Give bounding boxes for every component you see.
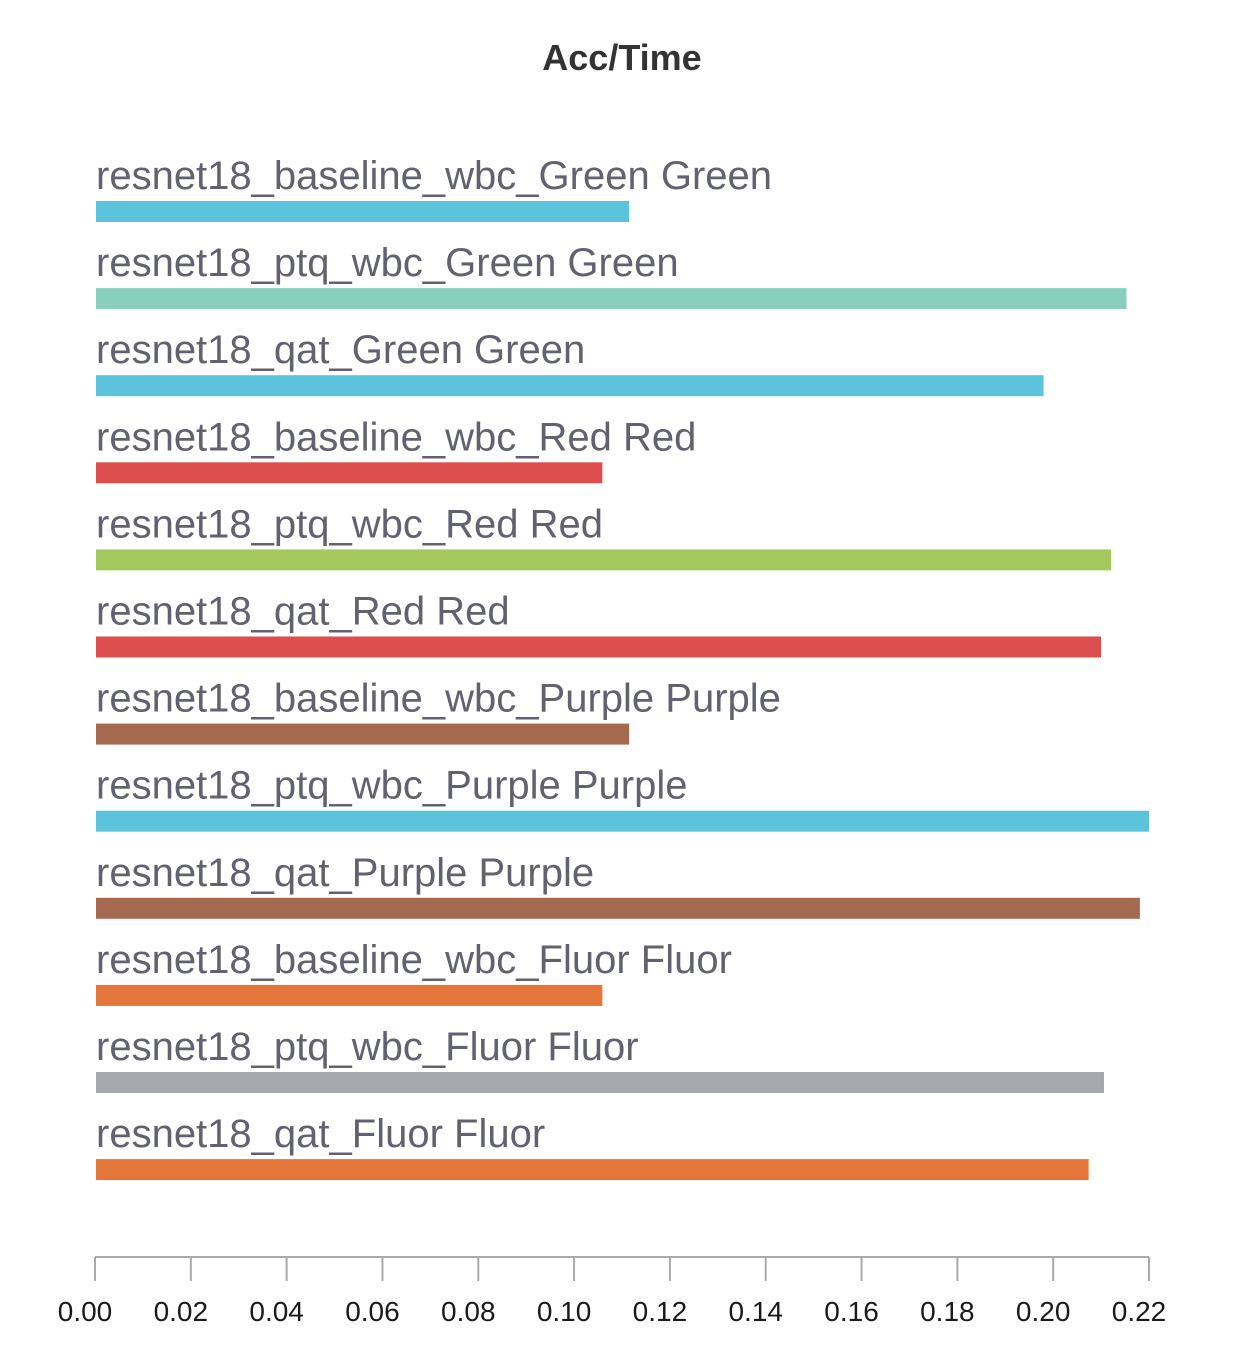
bar[interactable] (96, 984, 603, 1006)
bar[interactable] (96, 810, 1149, 832)
x-tick-label: 0.00 (58, 1296, 113, 1327)
x-tick-label: 0.08 (441, 1296, 496, 1327)
bar-label: resnet18_ptq_wbc_Fluor Fluor (96, 1025, 639, 1069)
chart-title: Acc/Time (542, 37, 701, 78)
x-tick-label: 0.16 (824, 1296, 879, 1327)
bar-label: resnet18_qat_Fluor Fluor (96, 1112, 545, 1156)
bar[interactable] (96, 1159, 1089, 1181)
x-tick-label: 0.22 (1112, 1296, 1167, 1327)
bar[interactable] (96, 549, 1112, 571)
bar[interactable] (96, 288, 1127, 310)
bar-label: resnet18_ptq_wbc_Red Red (96, 502, 603, 546)
x-tick-label: 0.18 (920, 1296, 975, 1327)
bar-label: resnet18_baseline_wbc_Red Red (96, 415, 696, 459)
bar[interactable] (96, 201, 630, 222)
x-tick-label: 0.04 (249, 1296, 304, 1327)
x-tick-label: 0.06 (345, 1296, 400, 1327)
bar-label: resnet18_baseline_wbc_Purple Purple (96, 677, 781, 721)
bar[interactable] (96, 1072, 1104, 1093)
bar[interactable] (96, 897, 1140, 919)
bar-label: resnet18_baseline_wbc_Fluor Fluor (96, 938, 732, 982)
x-tick-label: 0.10 (537, 1296, 592, 1327)
x-tick-label: 0.02 (154, 1296, 209, 1327)
bar-label: resnet18_ptq_wbc_Green Green (96, 241, 679, 285)
x-tick-label: 0.20 (1016, 1296, 1071, 1327)
x-axis: 0.00 0.02 0.04 0.06 0.08 0.10 0.12 0.14 0.16 0.18… (58, 1256, 1167, 1327)
bar[interactable] (96, 636, 1102, 658)
bars-group: resnet18_baseline_wbc_Green Green resnet1… (96, 154, 1149, 1181)
bar[interactable] (96, 723, 630, 745)
x-tick-label: 0.14 (728, 1296, 783, 1327)
bar-label: resnet18_qat_Green Green (96, 328, 585, 372)
bar-label: resnet18_qat_Red Red (96, 590, 510, 634)
bar[interactable] (96, 375, 1044, 397)
x-tick-label: 0.12 (633, 1296, 688, 1327)
bar-label: resnet18_qat_Purple Purple (96, 851, 594, 895)
bar-label: resnet18_ptq_wbc_Purple Purple (96, 764, 688, 808)
bar[interactable] (96, 462, 603, 484)
bar-label: resnet18_baseline_wbc_Green Green (96, 154, 772, 198)
